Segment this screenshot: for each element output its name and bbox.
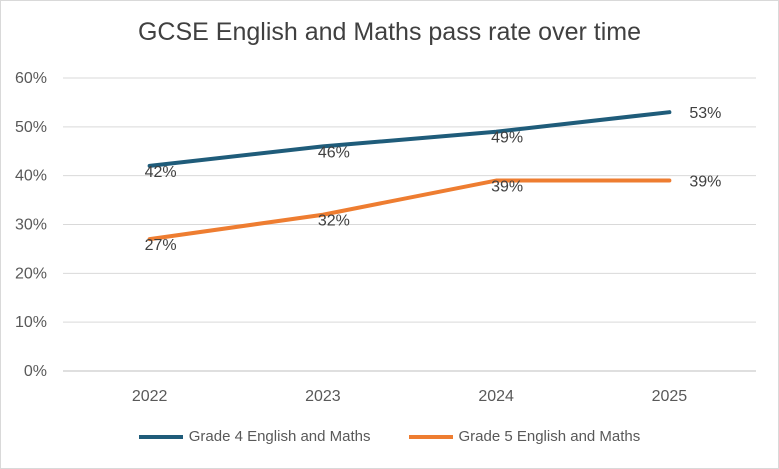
- data-label: 42%: [145, 164, 177, 181]
- legend-label-grade-5: Grade 5 English and Maths: [458, 428, 641, 445]
- data-label: 39%: [491, 179, 523, 196]
- x-tick-label: 2023: [305, 388, 341, 405]
- y-tick-label: 50%: [15, 119, 47, 136]
- data-label: 39%: [689, 174, 721, 191]
- x-tick-label: 2024: [478, 388, 514, 405]
- chart-legend: Grade 4 English and Maths Grade 5 Englis…: [0, 428, 779, 445]
- legend-item-grade-5: Grade 5 English and Maths: [408, 428, 641, 445]
- y-tick-label: 30%: [15, 217, 47, 234]
- series-line-grade-5: [147, 178, 672, 242]
- data-label: 32%: [318, 213, 350, 230]
- legend-swatch-grade-4: [138, 434, 183, 439]
- legend-swatch-grade-5: [408, 434, 453, 439]
- legend-item-grade-4: Grade 4 English and Maths: [138, 428, 371, 445]
- y-tick-label: 10%: [15, 314, 47, 331]
- y-tick-label: 60%: [15, 70, 47, 87]
- x-tick-label: 2025: [652, 388, 688, 405]
- y-tick-label: 0%: [24, 363, 47, 380]
- series-line-grade-4: [147, 110, 672, 168]
- chart-title: GCSE English and Maths pass rate over ti…: [137, 18, 641, 46]
- x-tick-label: 2022: [132, 388, 168, 405]
- data-label: 27%: [145, 237, 177, 254]
- data-label: 53%: [689, 105, 721, 122]
- data-label: 49%: [491, 130, 523, 147]
- legend-label-grade-4: Grade 4 English and Maths: [188, 428, 371, 445]
- y-tick-label: 40%: [15, 168, 47, 185]
- y-tick-label: 20%: [15, 265, 47, 282]
- data-label: 46%: [318, 144, 350, 161]
